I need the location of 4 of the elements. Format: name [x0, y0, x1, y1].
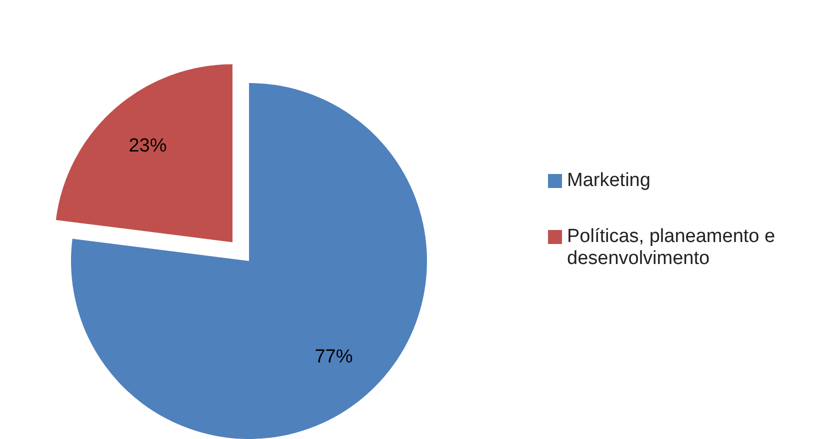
data-label: 77%: [314, 346, 353, 368]
data-label: 23%: [128, 135, 167, 156]
legend-label: Políticas, planeamento e desenvolvimento: [567, 226, 776, 270]
legend-label: Marketing: [567, 170, 650, 192]
